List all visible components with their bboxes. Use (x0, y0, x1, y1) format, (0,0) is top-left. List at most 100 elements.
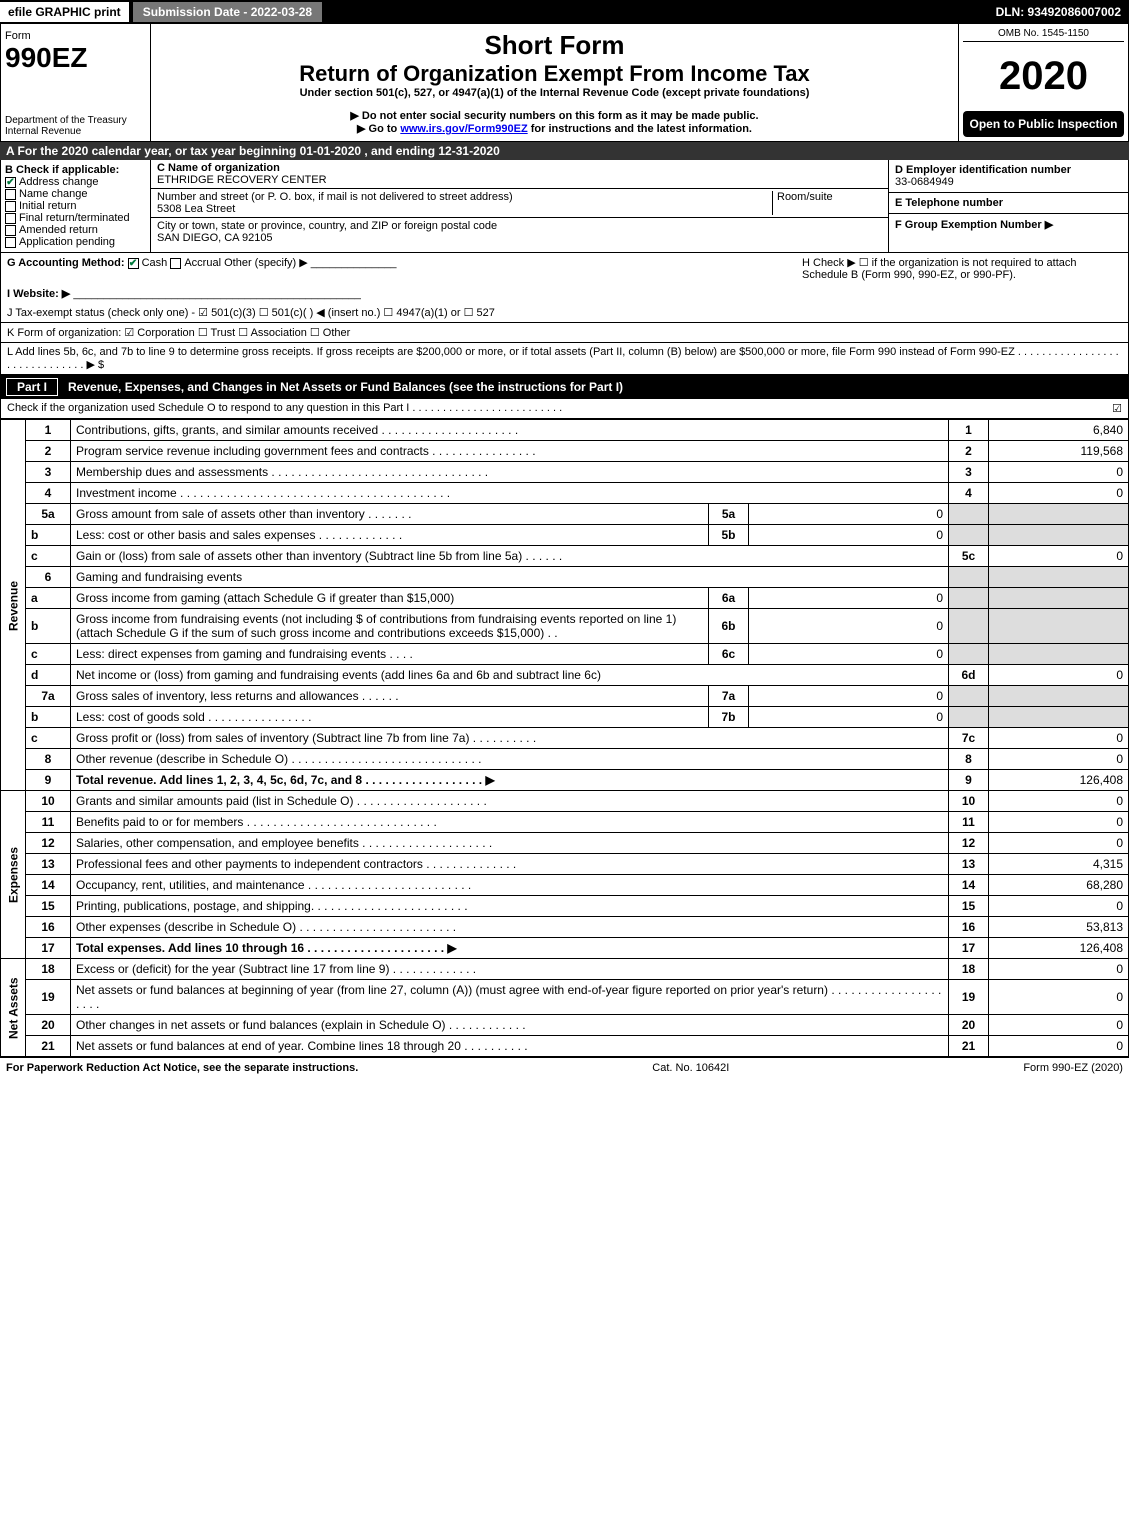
ln2-val: 119,568 (989, 441, 1129, 462)
ln21-desc: Net assets or fund balances at end of ye… (71, 1036, 949, 1057)
section-bcd: B Check if applicable: Address change Na… (0, 160, 1129, 253)
ln5c-desc: Gain or (loss) from sale of assets other… (71, 546, 949, 567)
ln6a-desc: Gross income from gaming (attach Schedul… (71, 588, 709, 609)
ln19-desc: Net assets or fund balances at beginning… (71, 980, 949, 1015)
tax-year: 2020 (963, 54, 1124, 99)
ln7b-desc: Less: cost of goods sold . . . . . . . .… (71, 707, 709, 728)
goto-post: for instructions and the latest informat… (528, 123, 752, 135)
ein-label: D Employer identification number (895, 164, 1071, 176)
footer-left: For Paperwork Reduction Act Notice, see … (6, 1062, 358, 1074)
page-footer: For Paperwork Reduction Act Notice, see … (0, 1057, 1129, 1078)
section-d: D Employer identification number 33-0684… (888, 160, 1128, 252)
ln6b-desc: Gross income from fundraising events (no… (71, 609, 709, 644)
cb-final-return[interactable] (5, 213, 16, 224)
return-title: Return of Organization Exempt From Incom… (157, 61, 952, 87)
part1-title: Revenue, Expenses, and Changes in Net As… (68, 380, 623, 394)
ln8-desc: Other revenue (describe in Schedule O) .… (71, 749, 949, 770)
phone-label: E Telephone number (895, 197, 1003, 209)
h-text: H Check ▶ ☐ if the organization is not r… (802, 256, 1122, 281)
c-street-label: Number and street (or P. O. box, if mail… (157, 191, 513, 203)
ln6c-sv: 0 (749, 644, 949, 665)
ln6c-desc: Less: direct expenses from gaming and fu… (71, 644, 709, 665)
org-name: ETHRIDGE RECOVERY CENTER (157, 174, 327, 186)
ln5b-desc: Less: cost or other basis and sales expe… (71, 525, 709, 546)
part1-table: Revenue 1Contributions, gifts, grants, a… (0, 419, 1129, 1057)
footer-right: Form 990-EZ (2020) (1023, 1062, 1123, 1074)
b-item-4: Amended return (19, 224, 98, 236)
part1-check-row: Check if the organization used Schedule … (0, 399, 1129, 419)
irs-label: Internal Revenue (5, 126, 146, 137)
b-item-2: Initial return (19, 200, 76, 212)
ln6d-val: 0 (989, 665, 1129, 686)
ln8-val: 0 (989, 749, 1129, 770)
cb-amended[interactable] (5, 225, 16, 236)
submission-date: Submission Date - 2022-03-28 (133, 2, 322, 22)
ln7c-desc: Gross profit or (loss) from sales of inv… (71, 728, 949, 749)
omb-number: OMB No. 1545-1150 (963, 28, 1124, 42)
section-c: C Name of organization ETHRIDGE RECOVERY… (151, 160, 888, 252)
ln10-desc: Grants and similar amounts paid (list in… (71, 791, 949, 812)
ln7a-desc: Gross sales of inventory, less returns a… (71, 686, 709, 707)
ln13-desc: Professional fees and other payments to … (71, 854, 949, 875)
ln20-desc: Other changes in net assets or fund bala… (71, 1015, 949, 1036)
part1-checked[interactable]: ☑ (1112, 402, 1122, 415)
b-item-3: Final return/terminated (19, 212, 130, 224)
ln20-val: 0 (989, 1015, 1129, 1036)
ln14-desc: Occupancy, rent, utilities, and maintena… (71, 875, 949, 896)
ln16-desc: Other expenses (describe in Schedule O) … (71, 917, 949, 938)
ln15-desc: Printing, publications, postage, and shi… (71, 896, 949, 917)
subtitle: Under section 501(c), 527, or 4947(a)(1)… (157, 87, 952, 99)
ln5c-val: 0 (989, 546, 1129, 567)
ein-value: 33-0684949 (895, 176, 954, 188)
ln5b-sv: 0 (749, 525, 949, 546)
ln2-desc: Program service revenue including govern… (71, 441, 949, 462)
ln11-val: 0 (989, 812, 1129, 833)
ln9-desc: Total revenue. Add lines 1, 2, 3, 4, 5c,… (71, 770, 949, 791)
ln4-val: 0 (989, 483, 1129, 504)
g-label: G Accounting Method: (7, 257, 125, 269)
revenue-vlabel: Revenue (1, 420, 26, 791)
open-inspection: Open to Public Inspection (963, 111, 1124, 137)
g-accrual: Accrual (184, 257, 221, 269)
top-bar: efile GRAPHIC print Submission Date - 20… (0, 0, 1129, 24)
org-street: 5308 Lea Street (157, 203, 235, 215)
part1-check-text: Check if the organization used Schedule … (7, 402, 1112, 415)
section-b: B Check if applicable: Address change Na… (1, 160, 151, 252)
group-label: F Group Exemption Number ▶ (895, 219, 1053, 231)
irs-link[interactable]: www.irs.gov/Form990EZ (400, 123, 527, 135)
cb-pending[interactable] (5, 237, 16, 248)
cb-address-change[interactable] (5, 177, 16, 188)
b-item-0: Address change (19, 176, 99, 188)
expenses-vlabel: Expenses (1, 791, 26, 959)
form-label: Form (5, 30, 31, 42)
room-label: Room/suite (777, 191, 833, 203)
line-k: K Form of organization: ☑ Corporation ☐ … (0, 323, 1129, 343)
c-name-label: C Name of organization (157, 162, 280, 174)
ln13-val: 4,315 (989, 854, 1129, 875)
netassets-vlabel: Net Assets (1, 959, 26, 1057)
ln7a-sv: 0 (749, 686, 949, 707)
ln4-desc: Investment income . . . . . . . . . . . … (71, 483, 949, 504)
goto-pre: ▶ Go to (357, 123, 400, 135)
ln21-val: 0 (989, 1036, 1129, 1057)
ln12-val: 0 (989, 833, 1129, 854)
line-g-h: G Accounting Method: Cash Accrual Other … (0, 253, 1129, 284)
ln19-val: 0 (989, 980, 1129, 1015)
i-label: I Website: ▶ (7, 288, 70, 300)
cb-cash[interactable] (128, 258, 139, 269)
row-a-period: A For the 2020 calendar year, or tax yea… (0, 142, 1129, 160)
ln15-val: 0 (989, 896, 1129, 917)
ln6a-sv: 0 (749, 588, 949, 609)
ln3-desc: Membership dues and assessments . . . . … (71, 462, 949, 483)
ln18-desc: Excess or (deficit) for the year (Subtra… (71, 959, 949, 980)
cb-initial-return[interactable] (5, 201, 16, 212)
ln6-desc: Gaming and fundraising events (71, 567, 949, 588)
dept-label: Department of the Treasury (5, 115, 146, 126)
footer-mid: Cat. No. 10642I (652, 1062, 729, 1074)
cb-accrual[interactable] (170, 258, 181, 269)
b-item-5: Application pending (19, 236, 115, 248)
efile-label[interactable]: efile GRAPHIC print (0, 2, 129, 22)
cb-name-change[interactable] (5, 189, 16, 200)
short-form-title: Short Form (157, 30, 952, 61)
ln12-desc: Salaries, other compensation, and employ… (71, 833, 949, 854)
